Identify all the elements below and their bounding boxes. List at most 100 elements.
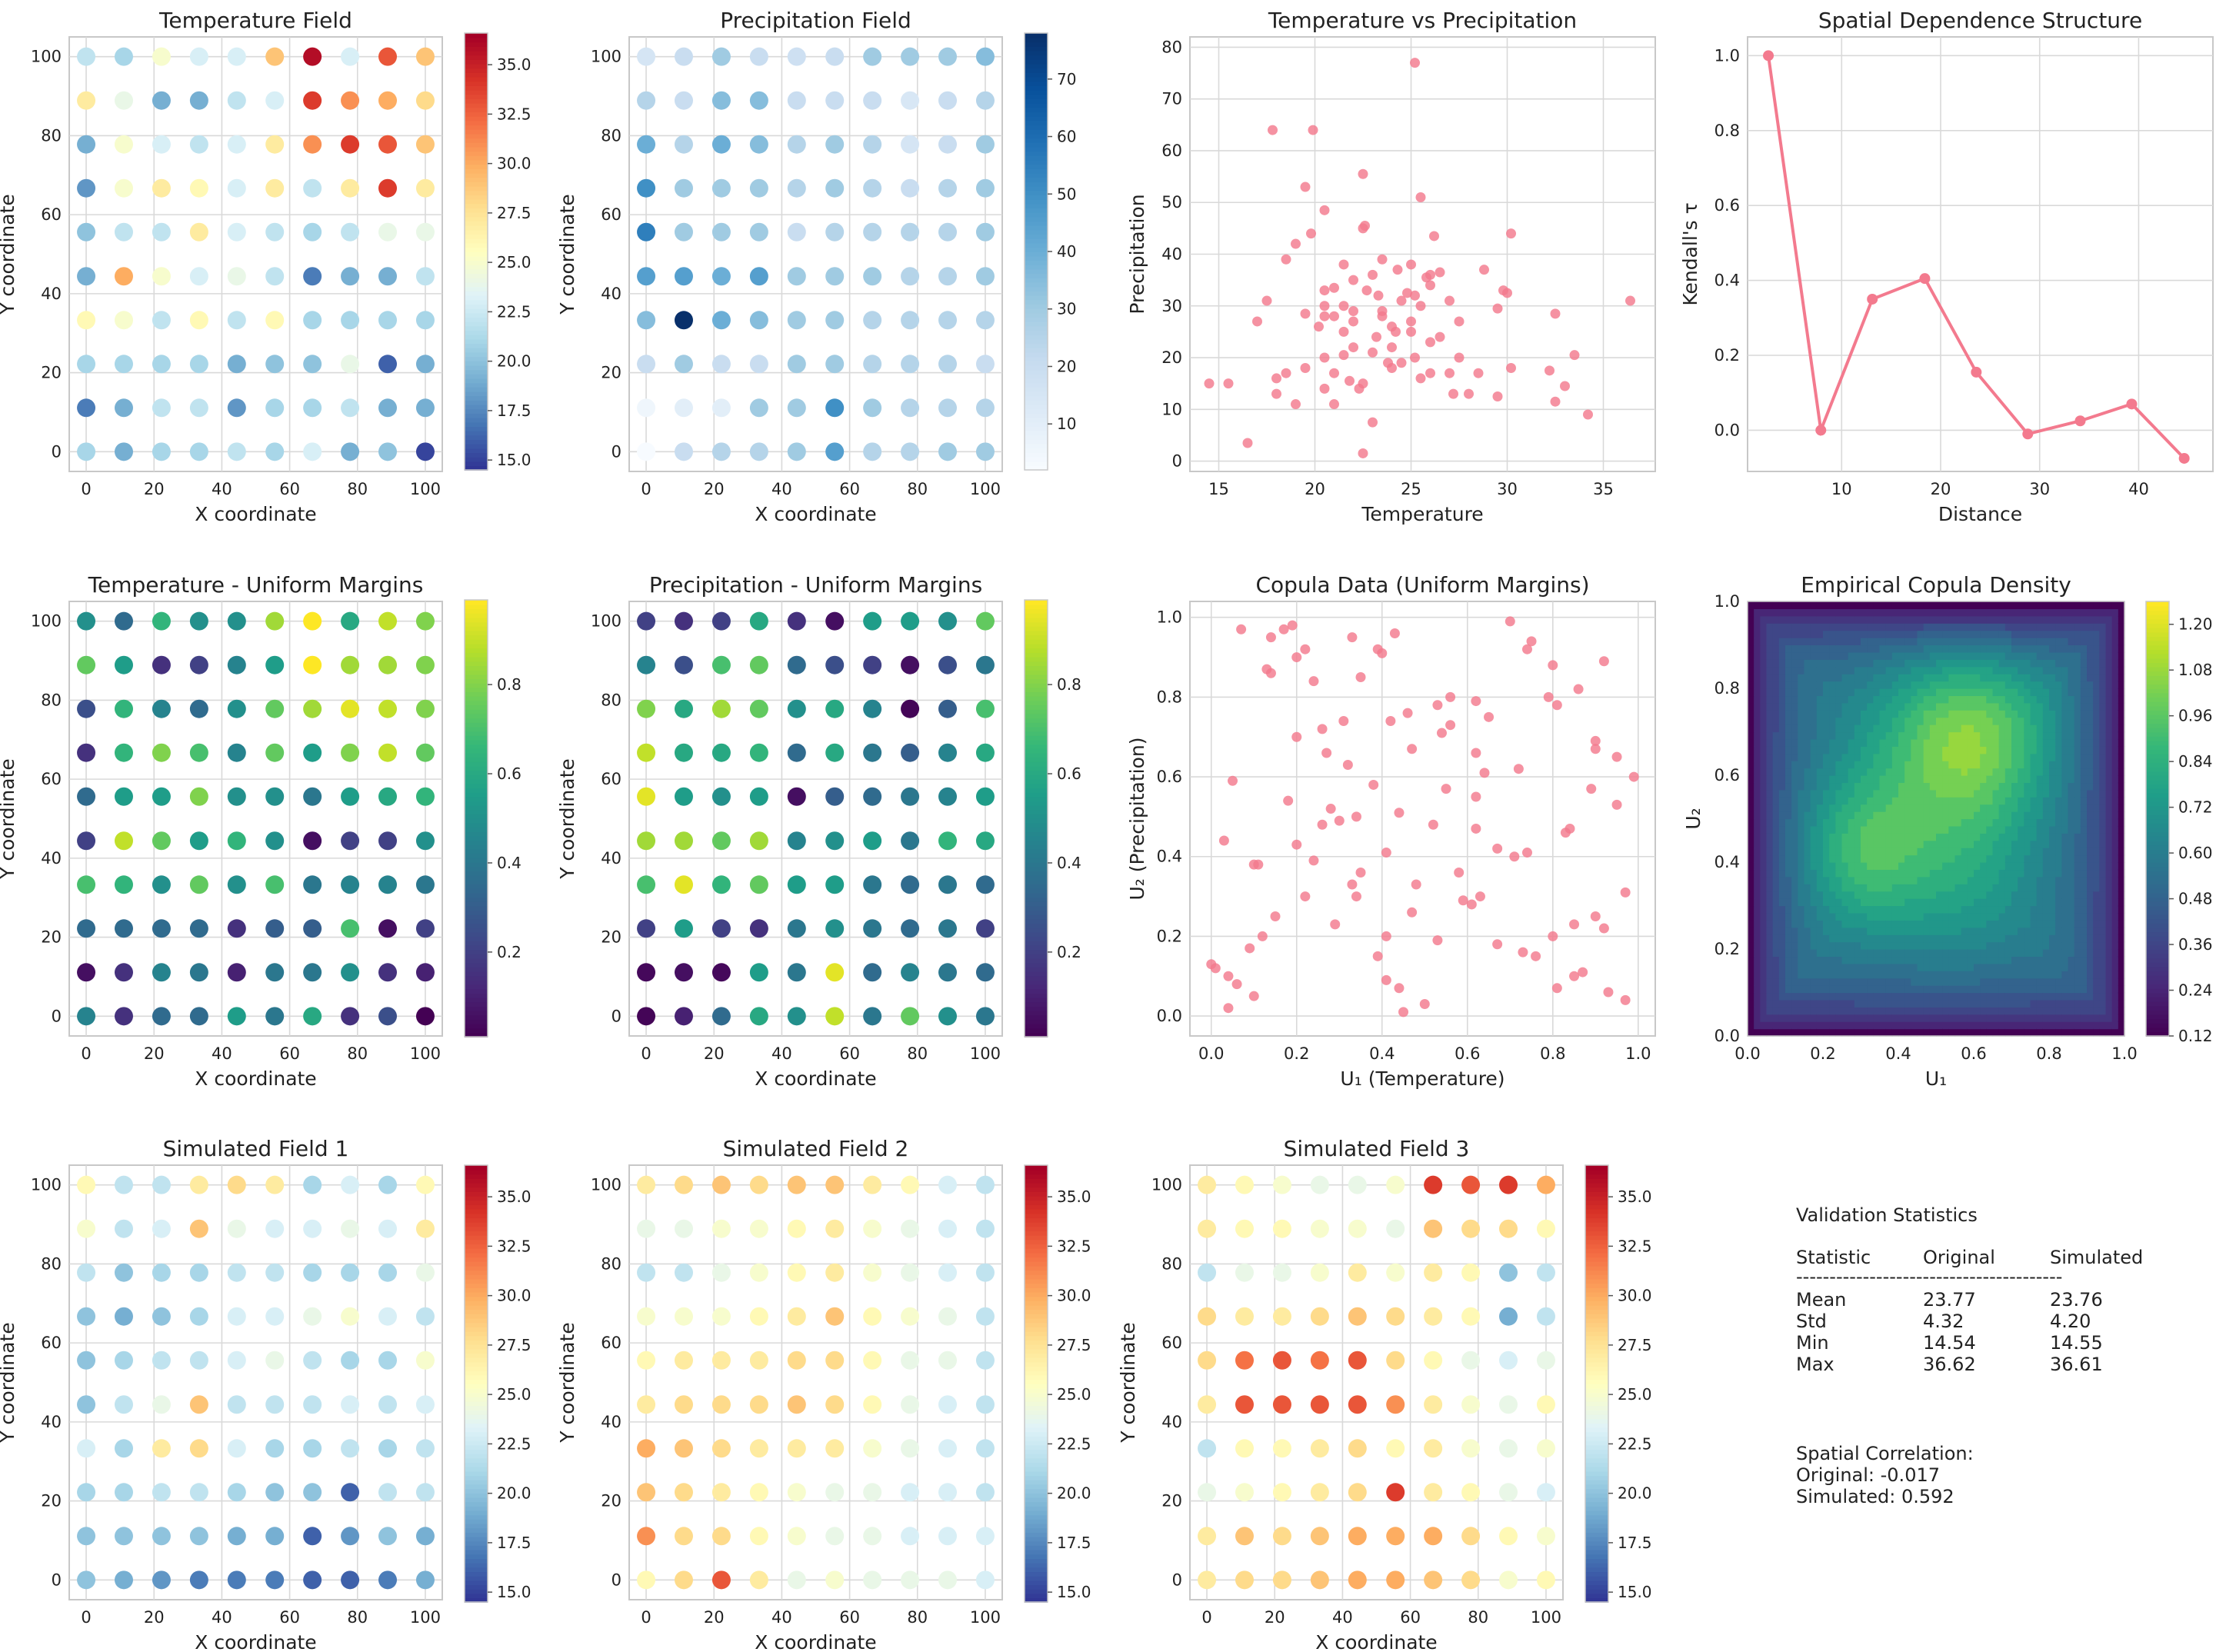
density-cell <box>2004 659 2012 668</box>
density-cell <box>2018 869 2024 878</box>
colorbar-segment <box>1025 448 1048 454</box>
data-point <box>415 743 435 762</box>
density-cell <box>2068 854 2075 863</box>
density-cell <box>2099 666 2107 674</box>
density-cell <box>1885 731 1893 740</box>
density-cell <box>1980 985 1987 994</box>
colorbar-segment <box>465 94 488 99</box>
x-tick-label: 40 <box>212 480 232 498</box>
colorbar-segment <box>465 827 488 832</box>
density-cell <box>1885 934 1893 943</box>
density-cell <box>1917 1007 1924 1015</box>
density-cell <box>2099 825 2107 834</box>
density-cell <box>1848 862 1855 871</box>
density-cell <box>1829 927 1836 935</box>
density-cell <box>1785 630 1792 638</box>
colorbar-segment <box>2146 984 2169 989</box>
data-point <box>901 919 920 938</box>
data-point <box>1287 620 1298 631</box>
density-cell <box>2036 1014 2044 1022</box>
density-cell <box>1861 876 1868 884</box>
data-point <box>341 1007 360 1026</box>
data-point <box>114 47 133 66</box>
colorbar-segment <box>465 351 488 358</box>
density-cell <box>2049 1007 2056 1015</box>
density-cell <box>2018 949 2024 958</box>
density-cell <box>1867 651 1874 660</box>
density-cell <box>2018 999 2024 1008</box>
density-cell <box>1835 898 1843 907</box>
density-cell <box>1778 1007 1786 1015</box>
density-cell <box>1867 854 1874 863</box>
density-cell <box>1992 731 2000 740</box>
density-cell <box>1848 999 1855 1008</box>
density-cell <box>1823 753 1830 761</box>
data-point <box>975 267 995 286</box>
density-cell <box>1754 608 1761 617</box>
density-cell <box>1898 710 1905 718</box>
density-cell <box>1766 811 1774 820</box>
density-cell <box>2004 797 2012 805</box>
colorbar-segment <box>1025 443 1048 449</box>
density-cell <box>1760 717 1768 725</box>
data-point <box>189 875 208 894</box>
density-cell <box>2068 934 2075 943</box>
data-point <box>189 919 208 938</box>
density-cell <box>2074 920 2081 928</box>
density-cell <box>1898 695 1905 704</box>
density-cell <box>1823 674 1830 682</box>
colorbar-segment <box>465 674 488 680</box>
density-cell <box>1841 971 1849 979</box>
density-cell <box>2061 934 2069 943</box>
y-tick-label: 0.8 <box>1157 688 1182 706</box>
data-point <box>674 611 693 631</box>
density-cell <box>1911 666 1918 674</box>
data-point <box>711 655 731 674</box>
density-cell <box>1879 985 1887 994</box>
density-cell <box>1772 638 1780 646</box>
density-cell <box>1841 920 1849 928</box>
density-cell <box>1948 695 1956 704</box>
density-cell <box>1879 876 1887 884</box>
density-cell <box>1917 1021 1924 1030</box>
density-cell <box>2068 717 2075 725</box>
density-cell <box>2055 768 2062 776</box>
density-cell <box>2074 608 2081 617</box>
colorbar-segment <box>465 391 488 397</box>
density-cell <box>1954 638 1962 646</box>
data-point <box>825 875 845 894</box>
density-cell <box>2093 731 2100 740</box>
density-cell <box>1911 702 1918 711</box>
density-cell <box>1917 862 1924 871</box>
density-cell <box>2018 825 2024 834</box>
density-cell <box>1848 674 1855 682</box>
density-cell <box>2024 608 2031 617</box>
data-point <box>341 875 360 894</box>
colorbar-segment <box>465 46 488 52</box>
data-point <box>749 787 768 806</box>
data-point <box>1385 716 1396 727</box>
density-cell <box>1754 862 1761 871</box>
density-cell <box>1841 869 1849 878</box>
density-cell <box>1936 746 1943 754</box>
data-point <box>341 831 360 851</box>
density-cell <box>1879 608 1887 617</box>
colorbar-frame <box>2145 601 2170 1037</box>
density-cell <box>1898 1007 1905 1015</box>
density-cell <box>1810 702 1818 711</box>
density-cell <box>2061 891 2069 899</box>
data-point <box>749 611 768 631</box>
density-cell <box>1754 854 1761 863</box>
density-cell <box>1885 702 1893 711</box>
density-cell <box>1911 688 1918 697</box>
density-cell <box>2068 999 2075 1008</box>
density-cell <box>2087 681 2094 689</box>
density-cell <box>1898 1014 1905 1022</box>
density-cell <box>1748 898 1754 907</box>
density-cell <box>1879 666 1887 674</box>
data-point <box>378 47 398 66</box>
density-cell <box>1848 848 1855 856</box>
density-cell <box>1841 825 1849 834</box>
colorbar-segment <box>465 923 488 928</box>
density-cell <box>1986 681 1994 689</box>
